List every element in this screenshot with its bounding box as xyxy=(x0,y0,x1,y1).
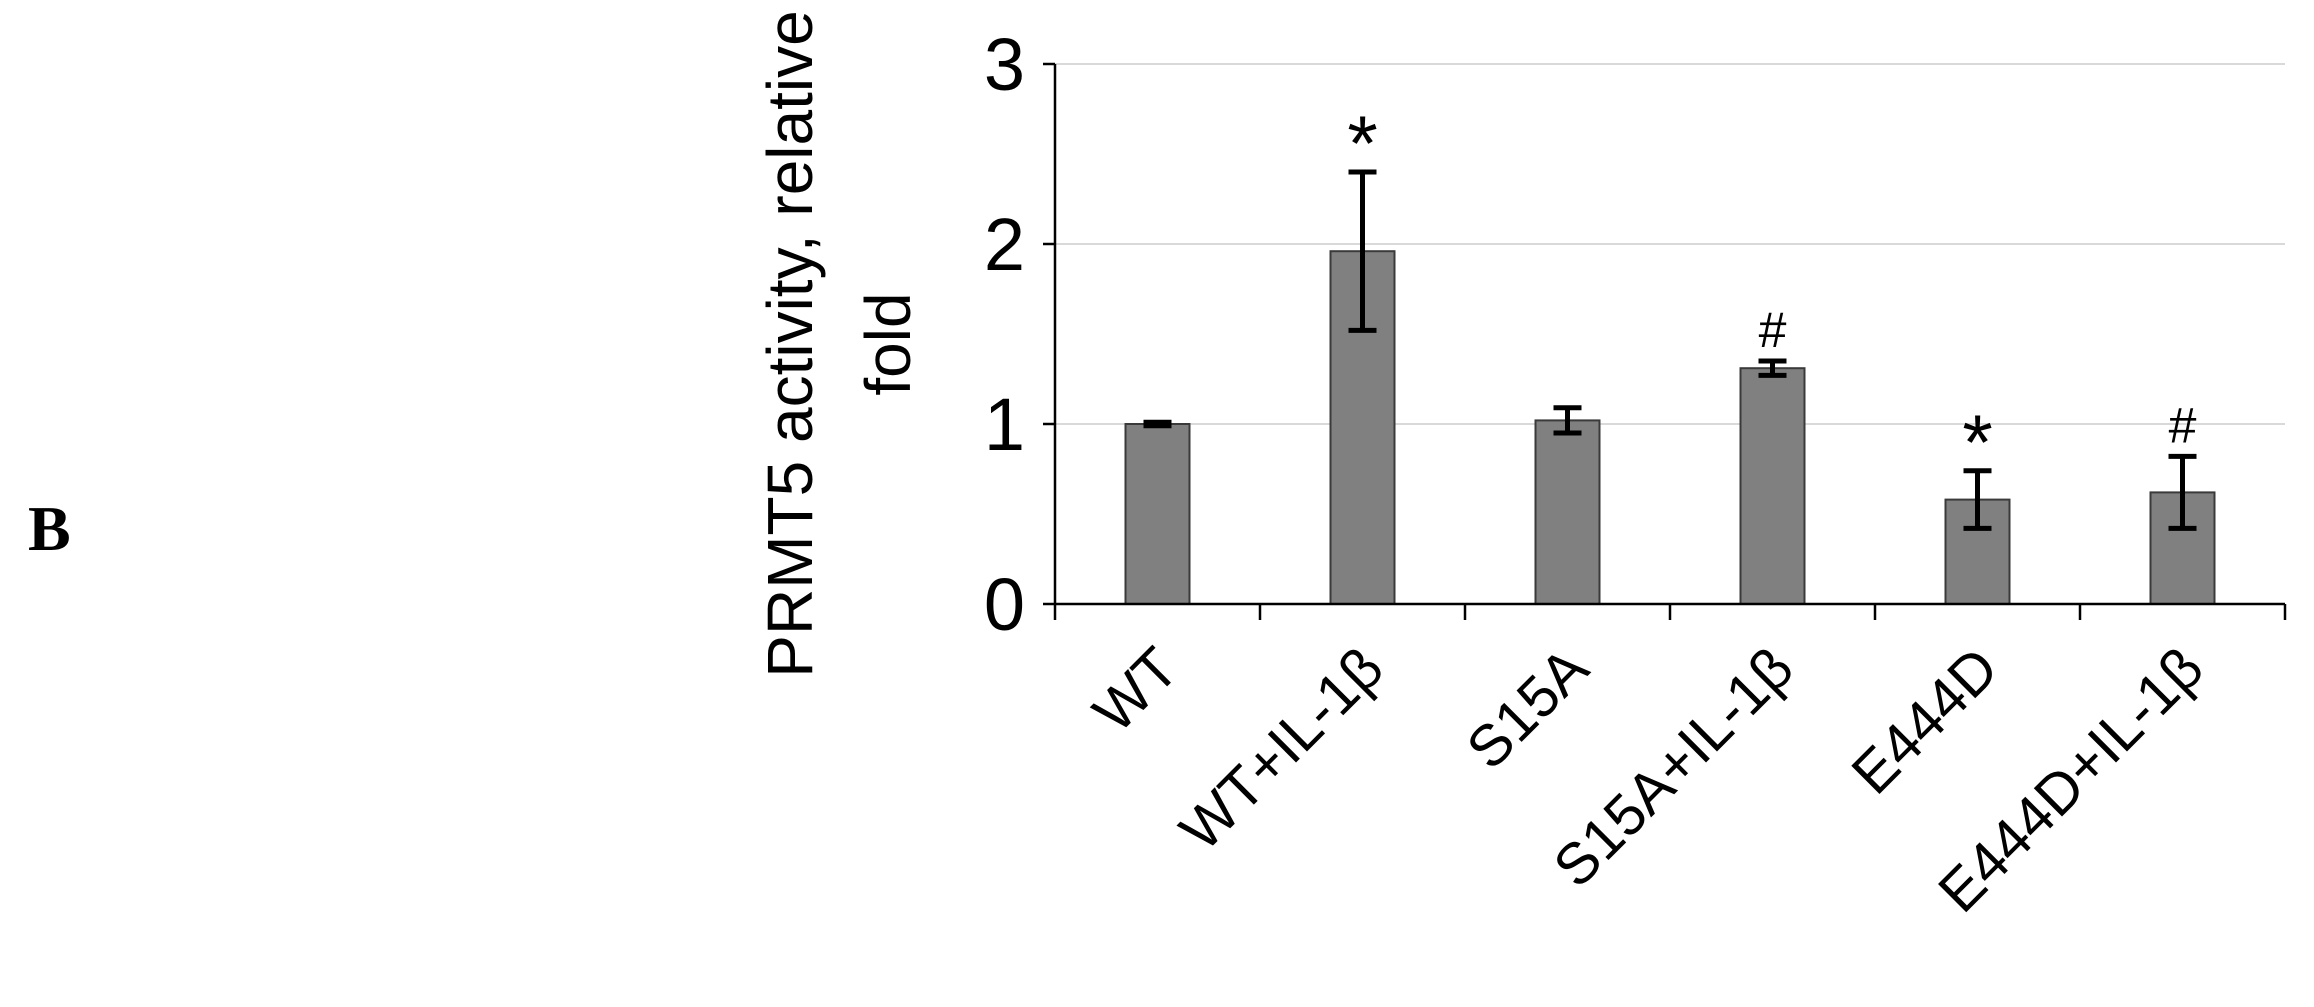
error-bar xyxy=(1758,358,1787,378)
x-tick-label: WT xyxy=(1081,635,1191,745)
error-bars xyxy=(1143,169,2197,531)
bars xyxy=(1124,250,2216,606)
significance-marker: * xyxy=(1962,398,1992,486)
x-tick-label: WT+IL-1β xyxy=(1168,635,1396,863)
gridlines xyxy=(1055,63,2285,425)
error-bar xyxy=(1143,419,1172,429)
bar xyxy=(1739,367,1806,606)
x-tick-label: E444D xyxy=(1839,635,2010,806)
bar xyxy=(1534,419,1601,605)
significance-marker: # xyxy=(2169,397,2197,453)
y-tick-label: 0 xyxy=(984,563,1025,646)
error-bar xyxy=(1348,169,1377,333)
significance-marker: # xyxy=(1759,302,1787,358)
y-axis-title-line-2: fold xyxy=(852,292,924,395)
y-axis-title-line-1: PRMT5 activity, relative xyxy=(754,10,826,677)
y-tick-label: 3 xyxy=(984,23,1025,106)
axes xyxy=(1043,62,2287,620)
error-bar xyxy=(2168,453,2197,531)
y-tick-label: 2 xyxy=(984,203,1025,286)
error-bar xyxy=(1963,468,1992,531)
panel-label: B xyxy=(28,493,71,564)
error-bar xyxy=(1553,405,1582,436)
y-tick-label: 1 xyxy=(984,383,1025,466)
bar xyxy=(1124,423,1191,605)
x-tick-label: S15A xyxy=(1454,635,1601,782)
significance-marker: * xyxy=(1347,99,1377,187)
